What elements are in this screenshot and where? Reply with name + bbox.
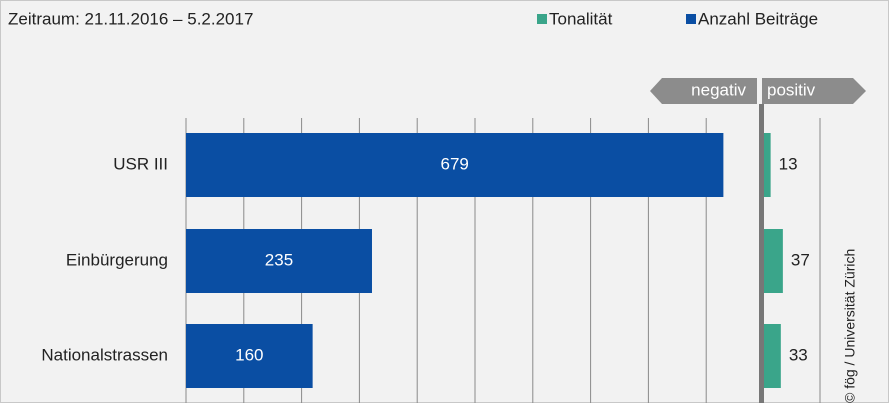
chart-title: Zeitraum: 21.11.2016 – 5.2.2017 — [8, 9, 253, 28]
bar — [186, 324, 313, 388]
positive-label: positiv — [767, 80, 816, 99]
category-label: USR III — [113, 154, 168, 173]
value-label: 235 — [265, 250, 293, 269]
value-label: 13 — [779, 154, 798, 173]
value-label: 679 — [441, 154, 469, 173]
bar — [764, 133, 771, 197]
source: © fög / Universität Zürich — [842, 249, 858, 403]
negative-header — [650, 78, 757, 104]
legend-swatch — [537, 14, 547, 24]
value-label: 37 — [791, 250, 810, 269]
category-label: Einbürgerung — [66, 250, 168, 269]
bar — [764, 229, 783, 293]
divider — [759, 104, 764, 403]
value-label: 160 — [235, 345, 263, 364]
value-label: 33 — [789, 345, 808, 364]
legend-label: Tonalität — [549, 9, 613, 28]
bar — [764, 324, 781, 388]
category-label: Nationalstrassen — [41, 345, 168, 364]
negative-label: negativ — [691, 80, 746, 99]
positive-header — [762, 78, 866, 104]
legend-label: Anzahl Beiträge — [698, 9, 818, 28]
bar — [186, 133, 724, 197]
bar — [186, 229, 372, 293]
legend-swatch — [686, 14, 696, 24]
